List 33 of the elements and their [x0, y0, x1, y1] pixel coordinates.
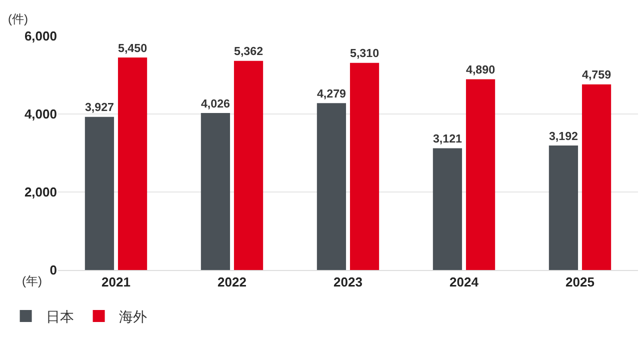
- bar: [234, 60, 264, 270]
- bar: [200, 112, 230, 270]
- x-tick-label: 2025: [566, 274, 594, 290]
- data-label: 4,759: [582, 68, 612, 82]
- data-label: 3,121: [432, 132, 463, 146]
- data-label: 3,192: [548, 130, 578, 143]
- bar: [350, 62, 380, 270]
- y-tick-label: 2,000: [24, 184, 57, 200]
- data-label: 4,026: [200, 97, 231, 110]
- x-tick-label: 2023: [334, 274, 362, 290]
- data-label: 4,279: [316, 87, 347, 100]
- y-tick-label: 6,000: [24, 28, 57, 44]
- data-label: 5,450: [118, 42, 148, 55]
- bar: [84, 116, 114, 270]
- x-tick-label: 2022: [218, 274, 246, 290]
- data-label: 5,310: [350, 47, 380, 60]
- data-label: 3,927: [84, 101, 114, 114]
- bar: [118, 57, 148, 270]
- y-tick-label: 0: [50, 262, 57, 278]
- data-label: 5,362: [234, 45, 264, 58]
- x-axis-title: (年): [22, 274, 42, 288]
- y-tick-label: 4,000: [24, 106, 57, 122]
- bar: [548, 146, 578, 270]
- bar: [316, 103, 346, 270]
- y-axis-title: (件): [8, 12, 28, 26]
- legend-label: 海外: [118, 308, 147, 324]
- x-tick-label: 2021: [102, 274, 130, 290]
- bar: [432, 148, 462, 270]
- legend-label: 日本: [46, 308, 74, 324]
- bar: [466, 79, 496, 270]
- x-tick-label: 2024: [450, 274, 480, 290]
- bar: [582, 84, 612, 270]
- data-label: 4,890: [466, 64, 496, 77]
